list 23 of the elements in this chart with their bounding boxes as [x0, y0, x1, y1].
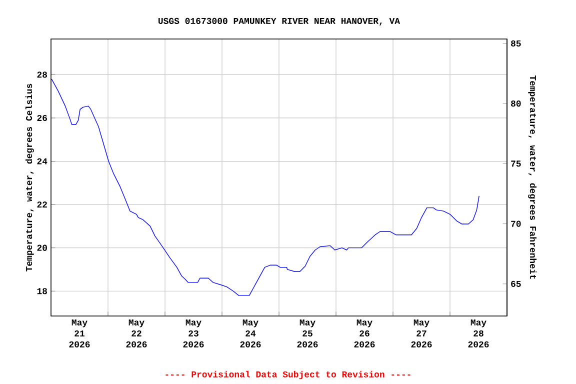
y-tick-label: 28 — [37, 72, 48, 78]
y2-axis-title: Temperature, water, degrees Fahrenheit — [528, 76, 537, 279]
y-tick-label: 18 — [37, 288, 48, 294]
x-tick-label: May 25 2026 — [297, 320, 318, 348]
y-tick-label: 24 — [37, 158, 48, 164]
x-tick-label: May 21 2026 — [69, 320, 90, 348]
y-tick-label: 22 — [37, 202, 47, 208]
y2-tick-label: 80 — [511, 100, 521, 107]
x-tick-label: May 27 2026 — [411, 320, 432, 348]
y-axis-title: Temperature, water, degrees Celsius — [25, 84, 34, 272]
x-tick-label: May 26 2026 — [354, 320, 375, 348]
y2-tick-label: 85 — [511, 40, 521, 46]
y2-tick-label: 70 — [511, 220, 521, 227]
x-tick-label: May 24 2026 — [240, 320, 261, 348]
y-tick-label: 26 — [37, 114, 47, 122]
y-tick-label: 20 — [37, 244, 47, 251]
chart-title: USGS 01673000 PAMUNKEY RIVER NEAR HANOVER, VA — [158, 18, 400, 26]
x-tick-label: May 28 2026 — [468, 320, 489, 348]
x-tick-label: May 22 2026 — [126, 320, 147, 348]
y2-tick-label: 65 — [511, 280, 521, 287]
text: ---- Provisional Data Subject to Revision ---- — [166, 370, 410, 380]
y2-tick-label: 75 — [511, 160, 521, 167]
x-tick-label: May 23 2026 — [183, 320, 204, 348]
